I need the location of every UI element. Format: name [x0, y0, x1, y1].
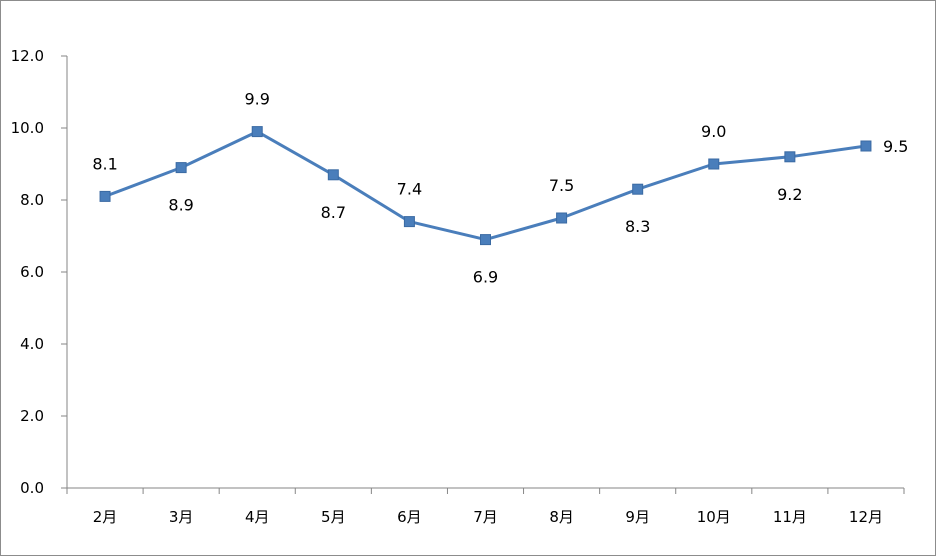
data-label: 9.9 — [245, 90, 270, 109]
x-tick-label: 4月 — [245, 508, 270, 526]
x-tick-label: 2月 — [93, 508, 118, 526]
data-point — [784, 151, 796, 163]
y-tick-label: 8.0 — [20, 191, 44, 209]
x-tick-label: 6月 — [397, 508, 422, 526]
data-label: 7.4 — [397, 180, 422, 199]
x-tick-label: 7月 — [473, 508, 498, 526]
data-label: 8.9 — [168, 196, 193, 215]
data-point — [480, 234, 491, 246]
series-line — [104, 130, 867, 242]
y-tick-label: 2.0 — [20, 407, 44, 425]
x-tick-label: 12月 — [849, 508, 883, 526]
data-label: 9.0 — [701, 122, 726, 141]
data-point — [556, 212, 568, 224]
x-tick-label: 11月 — [773, 508, 807, 526]
data-label: 8.7 — [321, 203, 346, 222]
x-tick-label: 3月 — [169, 508, 194, 526]
y-tick-label: 0.0 — [20, 479, 44, 497]
data-label: 7.5 — [549, 176, 574, 195]
x-tick-label: 10月 — [697, 508, 731, 526]
data-labels: 8.1 8.9 9.9 8.7 7.4 6.9 7.5 8.3 9.0 9.2 9.5 — [92, 90, 908, 287]
data-label: 9.2 — [777, 185, 802, 204]
axes — [61, 55, 905, 494]
series — [99, 126, 872, 246]
data-point — [251, 126, 263, 138]
data-point — [175, 162, 187, 174]
data-label: 8.3 — [625, 217, 650, 236]
x-tick-label: 8月 — [549, 508, 574, 526]
x-tick-label: 5月 — [321, 508, 346, 526]
tick-labels: 0.0 2.0 4.0 6.0 8.0 10.0 12.0 2月 3月 4月 5月 6月 7月 8月 9月 1… — [11, 47, 883, 526]
y-tick-label: 4.0 — [20, 335, 44, 353]
y-tick-label: 6.0 — [20, 263, 44, 281]
data-point — [99, 190, 111, 202]
y-tick-label: 12.0 — [11, 47, 44, 65]
data-point — [632, 183, 644, 195]
x-tick-label: 9月 — [625, 508, 650, 526]
data-label: 9.5 — [883, 137, 908, 156]
data-point — [708, 158, 720, 170]
data-label: 6.9 — [473, 268, 498, 287]
data-point — [403, 216, 415, 228]
data-point — [860, 140, 872, 152]
data-point — [327, 169, 339, 181]
y-tick-label: 10.0 — [11, 119, 44, 137]
data-label: 8.1 — [92, 154, 117, 173]
